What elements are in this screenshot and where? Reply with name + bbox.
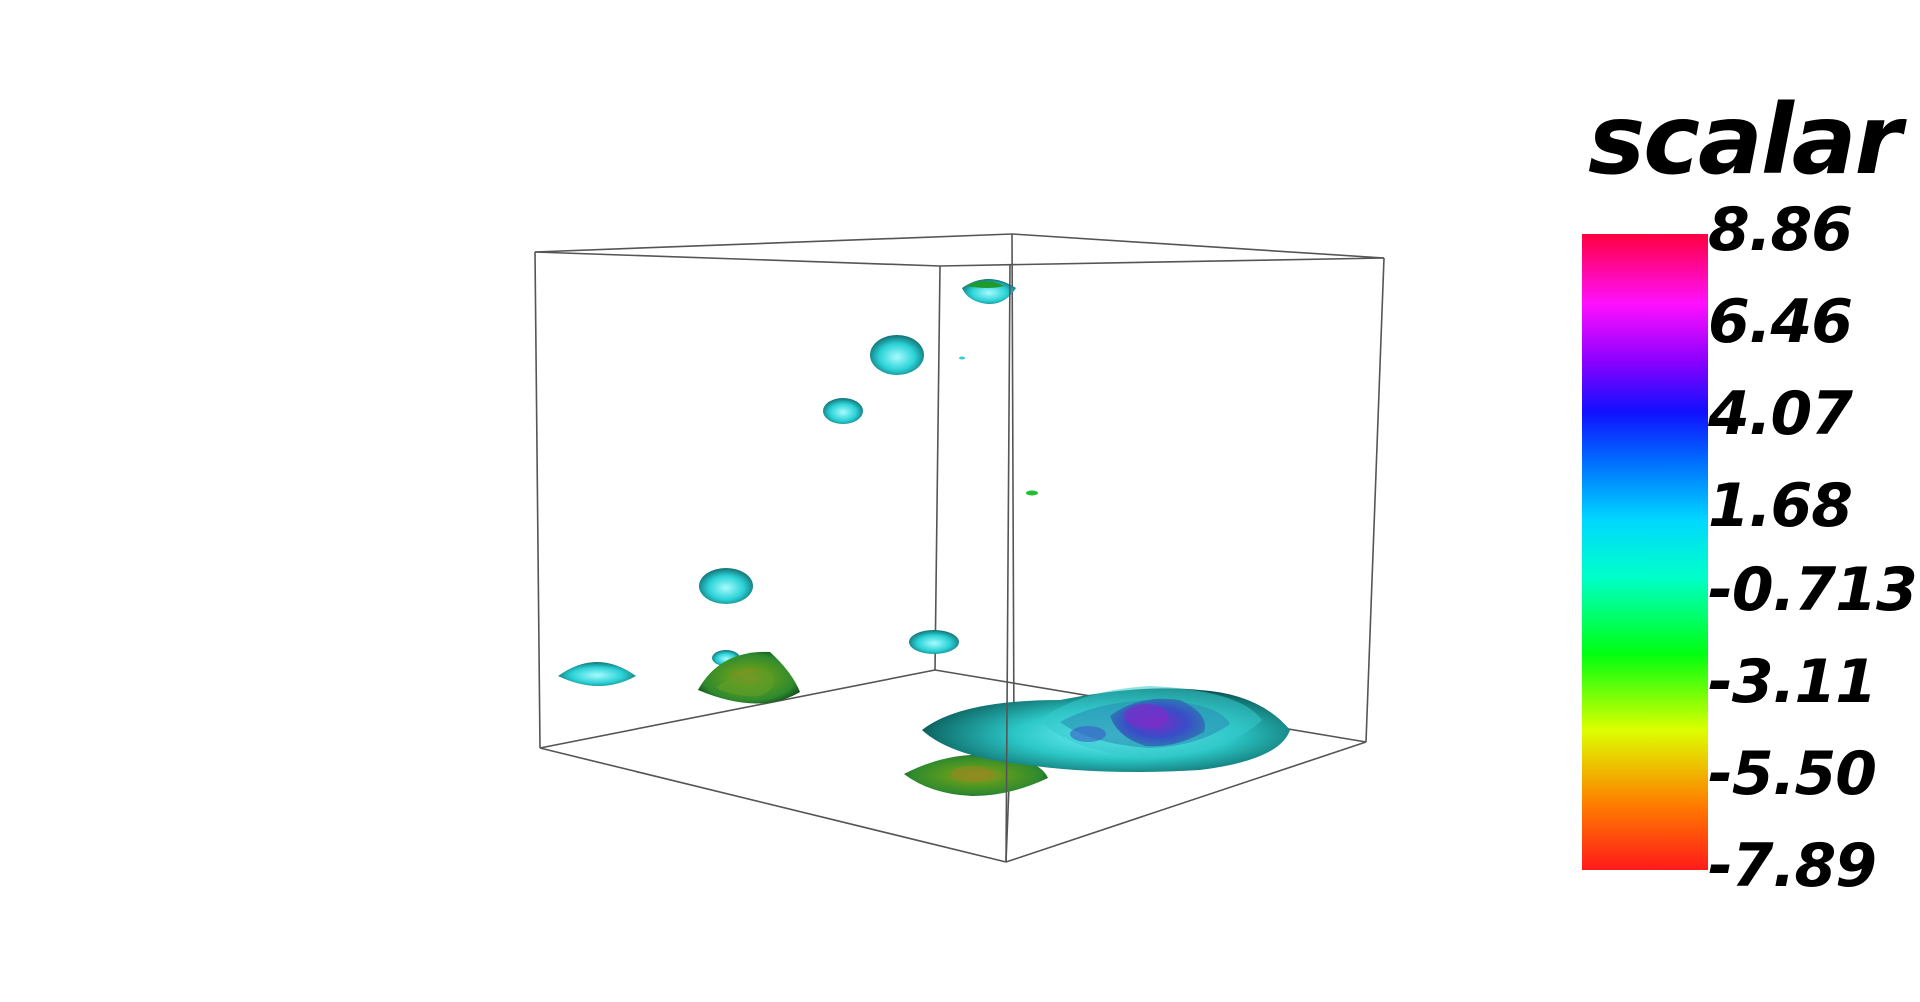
blob-4 xyxy=(699,568,753,604)
blob-6 xyxy=(558,662,636,686)
legend-tick-5: -3.11 xyxy=(1708,647,1877,717)
legend-tick-2: 4.07 xyxy=(1708,379,1853,449)
blob-3 xyxy=(823,398,863,424)
legend-tick-4: -0.713 xyxy=(1708,555,1918,625)
color-legend-bar xyxy=(1582,234,1708,870)
isosurface-blobs xyxy=(558,279,1290,796)
legend-tick-3: 1.68 xyxy=(1708,471,1853,541)
blob-2 xyxy=(870,335,924,375)
blob-5 xyxy=(909,630,959,654)
legend-tick-7: -7.89 xyxy=(1708,831,1877,901)
legend-tick-6: -5.50 xyxy=(1708,739,1877,809)
legend-title: scalar xyxy=(1588,84,1902,196)
legend-tick-1: 6.46 xyxy=(1708,287,1853,357)
legend-tick-0: 8.86 xyxy=(1708,195,1853,265)
bounding-box xyxy=(534,233,1385,863)
